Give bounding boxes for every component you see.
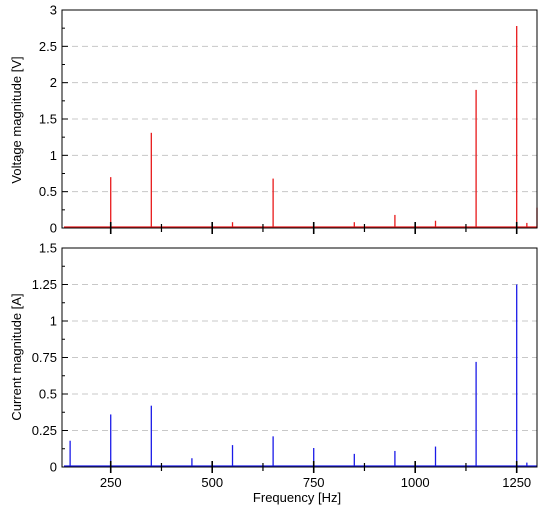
voltage-panel: Voltage magnitude [V] 0 0.5 1 1.5 2 2.5 3 bbox=[9, 3, 538, 236]
voltage-y-tick-label: 3 bbox=[50, 3, 57, 18]
current-y-tick-label: 1.25 bbox=[32, 277, 57, 292]
current-y-tick-label: 0.5 bbox=[39, 387, 57, 402]
current-x-tick-label: 500 bbox=[201, 475, 223, 490]
current-y-tick-label: 0 bbox=[50, 460, 57, 475]
current-x-tick-label: 1000 bbox=[401, 475, 430, 490]
current-y-tick-label: 1 bbox=[50, 314, 57, 329]
voltage-y-tick-label: 2 bbox=[50, 75, 57, 90]
current-y-tick-label: 1.5 bbox=[39, 241, 57, 256]
voltage-y-axis-title: Voltage magnitude [V] bbox=[9, 56, 24, 183]
current-x-tick-label: 250 bbox=[100, 475, 122, 490]
voltage-y-tick-label: 0 bbox=[50, 221, 57, 236]
current-panel: Current magnitude [A] Frequency [Hz] 0 0.… bbox=[9, 241, 538, 505]
current-y-tick-label: 0.25 bbox=[32, 423, 57, 438]
voltage-y-tick-label: 2.5 bbox=[39, 39, 57, 54]
current-x-tick-label: 1250 bbox=[502, 475, 531, 490]
voltage-y-tick-label: 1.5 bbox=[39, 112, 57, 127]
voltage-y-tick-label: 1 bbox=[50, 148, 57, 163]
current-x-tick-label: 750 bbox=[303, 475, 325, 490]
current-y-axis-title: Current magnitude [A] bbox=[9, 293, 24, 420]
frequency-x-axis-title: Frequency [Hz] bbox=[253, 490, 341, 505]
current-y-tick-label: 0.75 bbox=[32, 350, 57, 365]
voltage-y-tick-label: 0.5 bbox=[39, 184, 57, 199]
